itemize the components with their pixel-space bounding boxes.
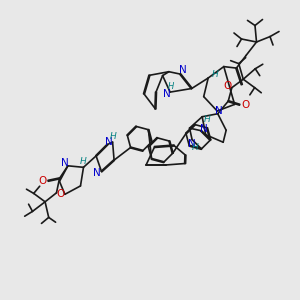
Text: O: O — [241, 100, 249, 110]
Text: N: N — [188, 139, 195, 149]
Text: N: N — [61, 158, 69, 168]
Text: N: N — [105, 136, 113, 146]
Text: N: N — [200, 124, 207, 134]
Text: H: H — [110, 132, 116, 141]
Text: O: O — [223, 81, 231, 91]
Text: N: N — [215, 106, 223, 116]
Text: H: H — [203, 115, 210, 124]
Text: O: O — [57, 189, 65, 199]
Text: H: H — [212, 70, 218, 79]
Text: N: N — [163, 89, 170, 100]
Text: O: O — [39, 176, 47, 186]
Text: N: N — [93, 168, 101, 178]
Text: H: H — [80, 158, 86, 166]
Text: H: H — [192, 143, 199, 152]
Text: H: H — [168, 82, 174, 91]
Text: N: N — [179, 65, 187, 76]
